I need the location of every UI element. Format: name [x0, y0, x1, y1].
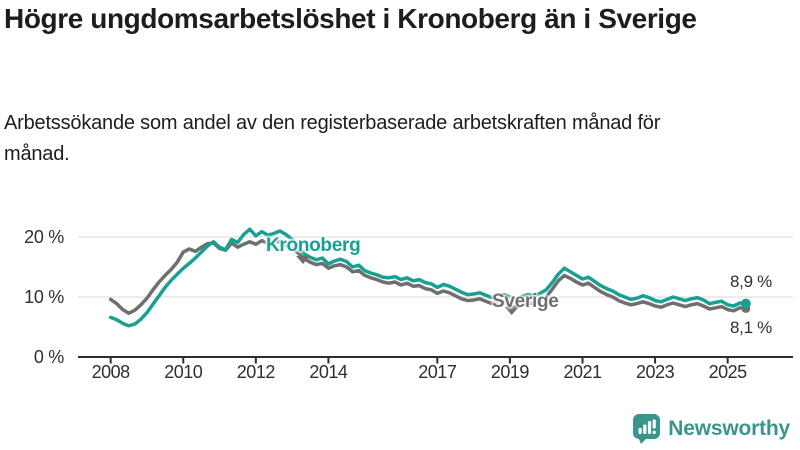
label-pointer-sverige [504, 307, 519, 315]
series-label-sverige: Sverige [492, 291, 559, 312]
x-tick-2008: 2008 [91, 362, 131, 382]
series-label-kronoberg: Kronoberg [266, 235, 361, 256]
x-tick-2021: 2021 [563, 362, 602, 382]
x-tick-2023: 2023 [636, 362, 675, 382]
x-tick-2010: 2010 [164, 362, 203, 382]
line-sverige [108, 238, 748, 315]
x-tick-2017: 2017 [418, 362, 457, 382]
x-tick-2019: 2019 [490, 362, 530, 382]
x-tick-2014: 2014 [309, 362, 348, 382]
line-kronoberg [108, 227, 748, 328]
label-pointer-kronoberg [296, 256, 311, 264]
page-title: Högre ungdomsarbetslöshet i Kronoberg än… [4, 3, 697, 34]
y-tick-20: 20 % [24, 227, 64, 247]
end-value-kronoberg: 8,9 % [730, 272, 772, 291]
y-tick-10: 10 % [24, 287, 64, 307]
x-tick-2025: 2025 [708, 362, 748, 382]
chart-canvas [78, 227, 793, 364]
line-chart [0, 200, 800, 400]
x-tick-2012: 2012 [236, 362, 276, 382]
y-tick-0: 0 % [33, 347, 64, 367]
brand-name: Newsworthy [668, 417, 790, 440]
chart-subtitle: Arbetssökande som andel av den registerb… [4, 112, 661, 165]
end-dot-kronoberg [740, 298, 751, 309]
newsworthy-icon [633, 414, 661, 444]
brand-logo[interactable]: Newsworthy [632, 413, 790, 445]
end-value-sverige: 8,1 % [730, 318, 772, 337]
